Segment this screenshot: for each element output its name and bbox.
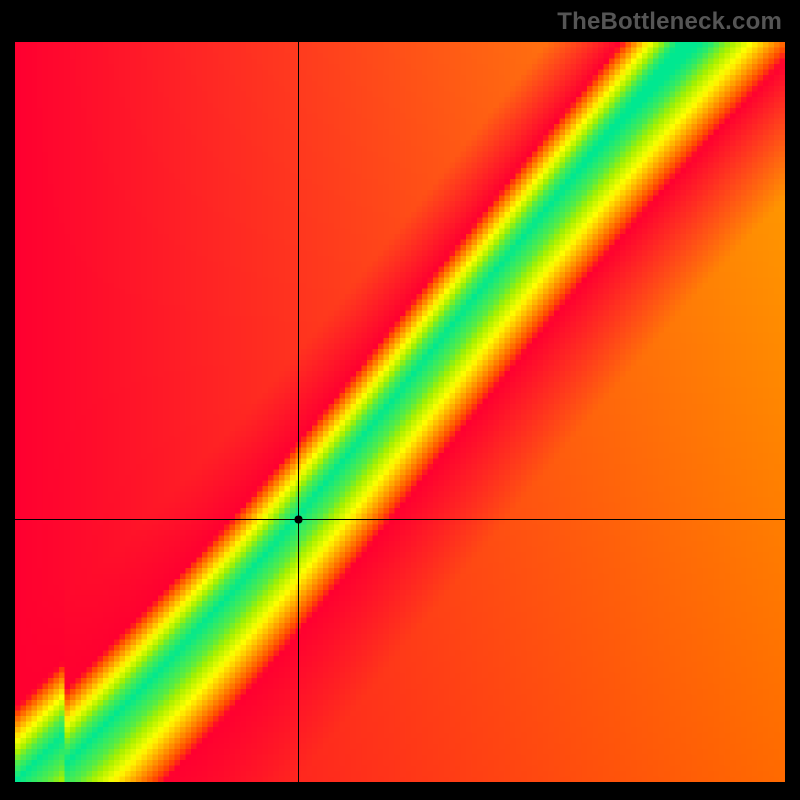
heatmap-chart	[15, 42, 785, 782]
watermark: TheBottleneck.com	[557, 8, 782, 36]
